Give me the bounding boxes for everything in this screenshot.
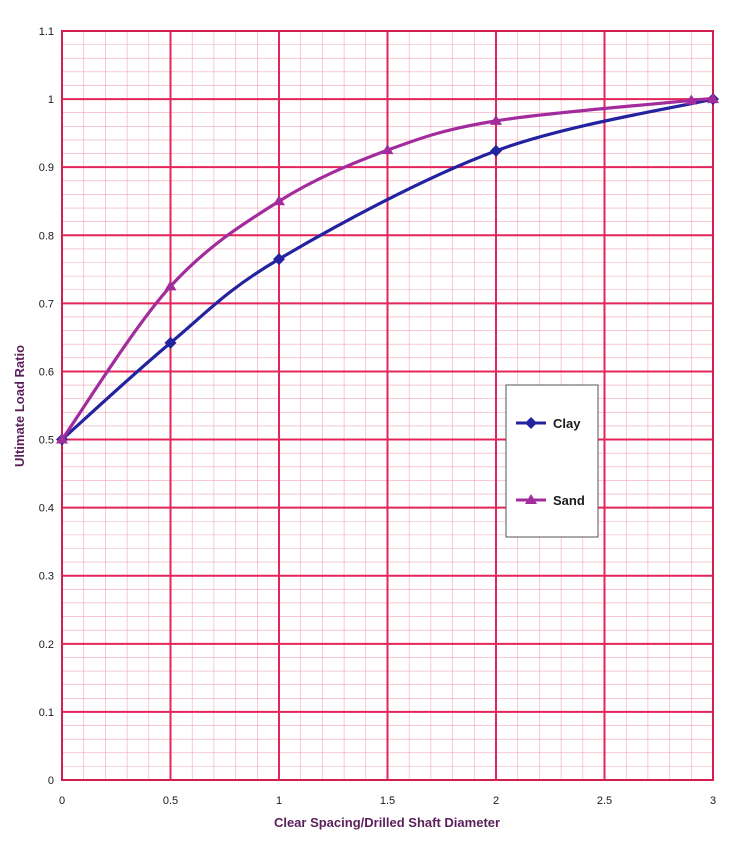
y-tick-label: 1: [48, 94, 54, 106]
series-line-sand: [60, 96, 716, 441]
legend-marker-clay: [525, 417, 537, 429]
y-tick-label: 0.4: [39, 503, 54, 515]
y-tick-label: 1.1: [39, 26, 54, 38]
y-tick-label: 0.3: [39, 571, 54, 583]
series-layer: [56, 93, 719, 446]
legend-label-sand: Sand: [553, 493, 585, 508]
data-point-clay: [490, 144, 502, 157]
data-point-clay: [164, 336, 177, 349]
y-tick-label: 0.1: [39, 707, 54, 719]
data-point-sand: [685, 94, 698, 105]
data-point-sand: [56, 433, 68, 444]
x-tick-label: 1: [276, 795, 282, 807]
y-tick-label: 0.9: [39, 162, 54, 174]
y-axis-label: Ultimate Load Ratio: [12, 345, 27, 467]
x-tick-label: 1.5: [380, 795, 395, 807]
data-point-sand: [707, 93, 719, 104]
y-tick-label: 0.6: [39, 366, 54, 378]
y-tick-label: 0: [48, 775, 54, 787]
y-tick-label: 0.8: [39, 230, 54, 242]
data-point-sand: [273, 195, 285, 206]
plot-area-border: [61, 30, 714, 781]
data-point-sand: [490, 114, 502, 125]
x-tick-label: 3: [710, 795, 716, 807]
y-tick-label: 0.5: [39, 435, 54, 447]
data-point-clay: [273, 253, 285, 266]
legend-box: [505, 384, 599, 538]
plot-frame: [61, 30, 714, 781]
x-tick-label: 0.5: [163, 795, 178, 807]
x-tick-label: 2: [493, 795, 499, 807]
y-tick-label: 0.7: [39, 298, 54, 310]
data-point-sand: [164, 280, 177, 291]
x-tick-label: 2.5: [597, 795, 612, 807]
data-point-sand: [381, 144, 394, 155]
x-axis-label: Clear Spacing/Drilled Shaft Diameter: [274, 815, 500, 830]
legend-marker-sand: [525, 494, 537, 504]
x-axis-ticks: 0 0.5 1 1.5 2 2.5 3: [59, 795, 716, 807]
series-line-clay: [60, 97, 714, 441]
y-axis-ticks: 0 0.1 0.2 0.3 0.4 0.5 0.6 0.7 0.8 0.9 1 1.1: [39, 26, 54, 787]
y-tick-label: 0.2: [39, 639, 54, 651]
legend: Clay Sand: [505, 384, 599, 538]
legend-label-clay: Clay: [553, 416, 581, 431]
x-tick-label: 0: [59, 795, 65, 807]
